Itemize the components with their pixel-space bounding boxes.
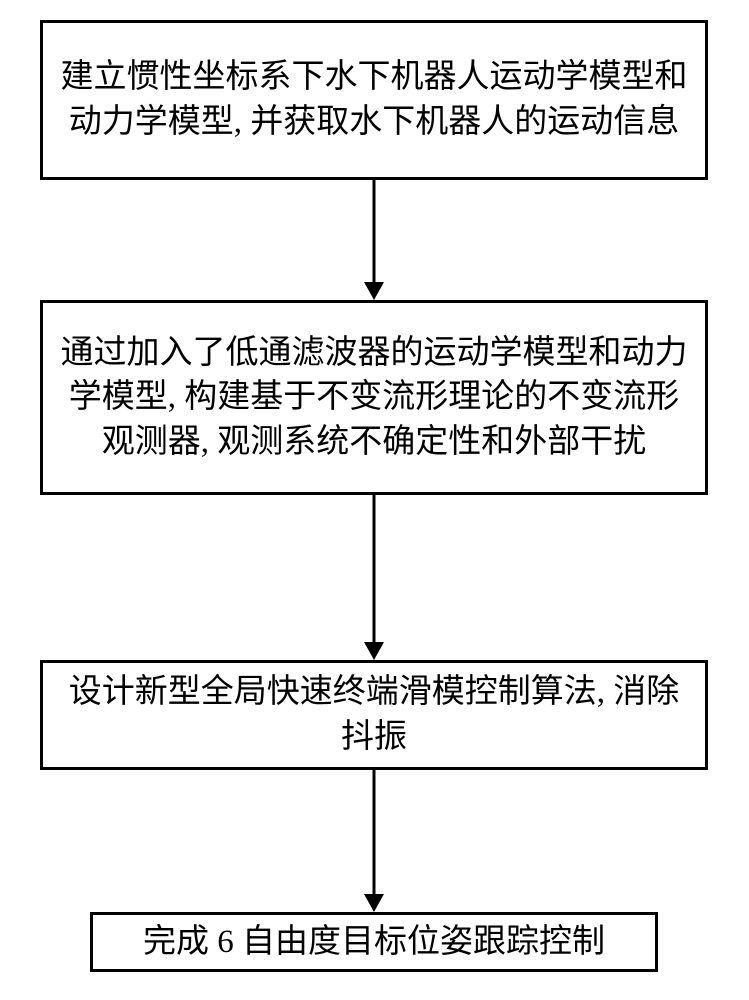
flow-arrow-3-line bbox=[373, 770, 376, 894]
flow-node-2: 通过加入了低通滤波器的运动学模型和动力学模型, 构建基于不变流形理论的不变流形观… bbox=[40, 300, 708, 495]
flow-node-3: 设计新型全局快速终端滑模控制算法, 消除抖振 bbox=[40, 660, 708, 770]
flow-arrow-2-line bbox=[373, 495, 376, 642]
flow-arrow-1-line bbox=[373, 180, 376, 282]
flow-node-1: 建立惯性坐标系下水下机器人运动学模型和动力学模型, 并获取水下机器人的运动信息 bbox=[40, 20, 708, 180]
flow-arrow-1-head bbox=[364, 282, 384, 300]
flow-node-1-text: 建立惯性坐标系下水下机器人运动学模型和动力学模型, 并获取水下机器人的运动信息 bbox=[59, 55, 689, 144]
flow-node-4: 完成 6 自由度目标位姿跟踪控制 bbox=[90, 912, 658, 972]
flow-arrow-3-head bbox=[364, 894, 384, 912]
flow-node-3-text: 设计新型全局快速终端滑模控制算法, 消除抖振 bbox=[59, 670, 689, 759]
flow-node-4-text: 完成 6 自由度目标位姿跟踪控制 bbox=[109, 920, 639, 965]
flowchart-canvas: 建立惯性坐标系下水下机器人运动学模型和动力学模型, 并获取水下机器人的运动信息 … bbox=[0, 0, 749, 1000]
flow-arrow-2-head bbox=[364, 642, 384, 660]
flow-node-2-text: 通过加入了低通滤波器的运动学模型和动力学模型, 构建基于不变流形理论的不变流形观… bbox=[59, 331, 689, 465]
